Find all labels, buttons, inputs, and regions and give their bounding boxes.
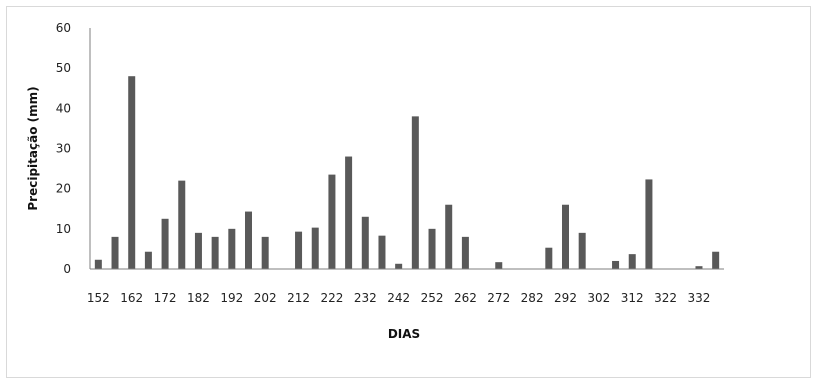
y-axis-title: Precipitação (mm) <box>26 86 40 210</box>
x-tick-label: 192 <box>220 291 243 305</box>
bar <box>712 251 720 269</box>
x-tick-label: 222 <box>320 291 343 305</box>
bar <box>161 218 169 269</box>
bar <box>211 236 219 269</box>
bar <box>612 260 620 269</box>
x-tick-label: 252 <box>421 291 444 305</box>
x-tick-label: 272 <box>487 291 510 305</box>
y-tick-label: 0 <box>63 262 71 276</box>
x-tick-label: 302 <box>587 291 610 305</box>
bar <box>111 236 119 269</box>
x-axis-ticks: 152 162 172 182 192 202 212 222 232 242 252 262 272 2… <box>87 291 711 305</box>
x-tick-label: 312 <box>621 291 644 305</box>
x-tick-label: 332 <box>688 291 711 305</box>
bars <box>94 76 720 269</box>
bar <box>378 235 386 269</box>
y-tick-label: 30 <box>56 142 71 156</box>
bar <box>495 262 503 269</box>
bar <box>128 76 136 269</box>
bar <box>345 156 353 269</box>
x-tick-label: 182 <box>187 291 210 305</box>
bar <box>261 236 269 269</box>
bar <box>328 174 336 269</box>
y-tick-label: 50 <box>56 61 71 75</box>
bar <box>228 228 236 269</box>
bar <box>461 236 469 269</box>
bar <box>695 266 703 269</box>
y-tick-label: 40 <box>56 101 71 115</box>
x-tick-label: 242 <box>387 291 410 305</box>
bar <box>562 204 569 269</box>
x-tick-label: 162 <box>120 291 143 305</box>
bar <box>578 232 586 269</box>
bar <box>628 254 636 269</box>
bar <box>411 116 419 269</box>
bar <box>361 216 369 269</box>
bar <box>295 231 303 269</box>
chart-frame <box>6 6 811 378</box>
x-tick-label: 262 <box>454 291 477 305</box>
x-axis-title: DIAS <box>388 327 420 341</box>
y-tick-label: 60 <box>56 21 71 35</box>
x-tick-label: 152 <box>87 291 110 305</box>
bar <box>428 228 436 269</box>
bar <box>645 179 653 269</box>
bar <box>311 227 319 269</box>
x-tick-label: 282 <box>521 291 544 305</box>
bar <box>545 247 553 269</box>
x-tick-label: 292 <box>554 291 577 305</box>
x-tick-label: 212 <box>287 291 310 305</box>
bar <box>194 232 202 269</box>
bar <box>144 251 152 269</box>
y-tick-label: 10 <box>56 222 71 236</box>
bar <box>395 263 403 269</box>
x-tick-label: 322 <box>654 291 677 305</box>
x-tick-label: 172 <box>154 291 177 305</box>
bar <box>178 180 186 269</box>
x-tick-label: 202 <box>254 291 277 305</box>
bar <box>445 204 453 269</box>
y-tick-label: 20 <box>56 182 71 196</box>
bar <box>245 211 252 269</box>
x-tick-label: 232 <box>354 291 377 305</box>
y-axis-ticks: 0 10 20 30 40 50 60 <box>56 21 71 276</box>
bar <box>94 259 102 269</box>
